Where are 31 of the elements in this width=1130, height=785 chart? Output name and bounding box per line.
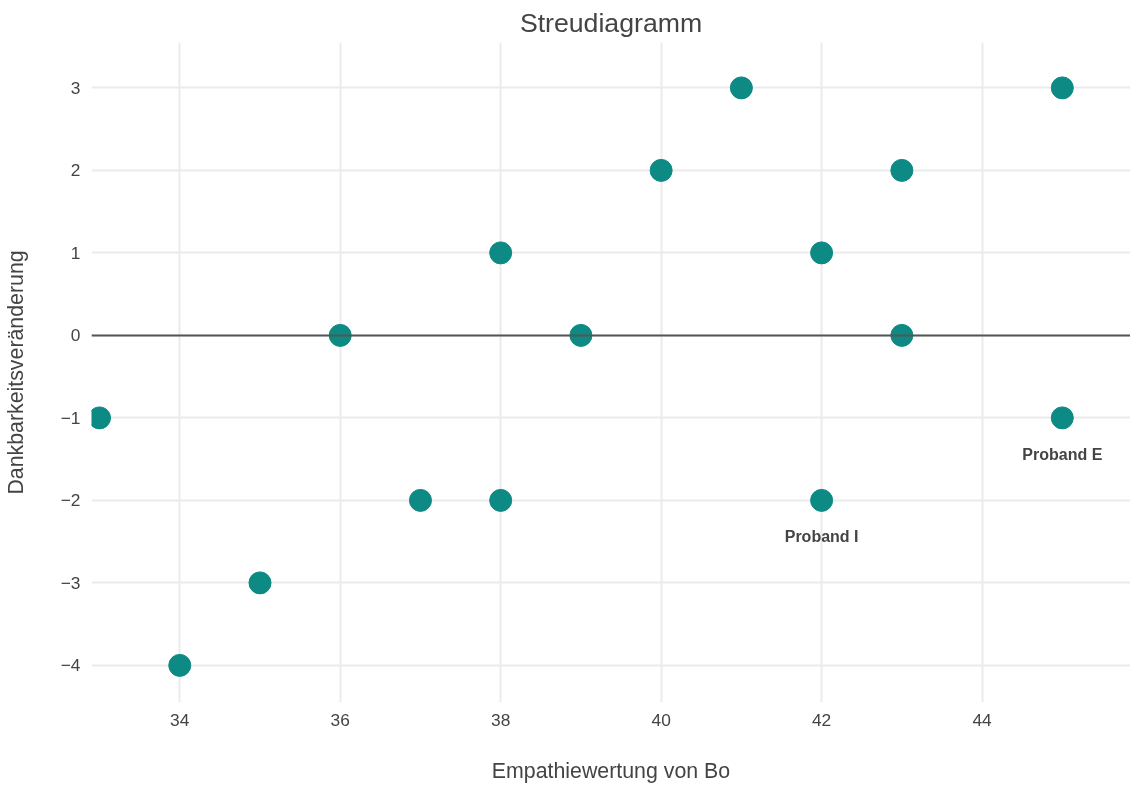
x-axis-title: Empathiewertung von Bo [491, 758, 731, 783]
annotation: Proband E [1022, 445, 1103, 463]
x-tick-label: 44 [972, 709, 993, 730]
y-tick-label: 2 [70, 160, 81, 181]
point [248, 571, 272, 595]
point [810, 241, 834, 265]
point [810, 488, 834, 512]
y-tick-label: −4 [60, 655, 81, 676]
y-tick-label: 1 [70, 242, 81, 263]
point [408, 488, 432, 512]
x-tick-label: 40 [651, 709, 671, 730]
x-tick-label: 36 [330, 709, 350, 730]
annotation: Proband I [784, 528, 859, 546]
point [649, 158, 673, 182]
point [489, 241, 513, 265]
point [729, 76, 753, 100]
x-tick-label: 42 [811, 709, 832, 730]
y-axis-title: Dankbarkeitsveränderung [3, 250, 28, 495]
point [1050, 76, 1074, 100]
point [1050, 406, 1074, 430]
y-tick-label: 0 [70, 325, 81, 346]
y-tick-label: −1 [60, 407, 81, 428]
x-tick-label: 34 [170, 709, 190, 730]
y-tick-label: −2 [60, 490, 81, 511]
y-tick-label: 3 [70, 77, 81, 98]
y-tick-label: −3 [60, 572, 81, 593]
x-tick-label: 38 [491, 709, 511, 730]
chart-title: Streudiagramm [519, 7, 703, 38]
point [890, 158, 914, 182]
point [168, 653, 192, 677]
point [489, 488, 513, 512]
